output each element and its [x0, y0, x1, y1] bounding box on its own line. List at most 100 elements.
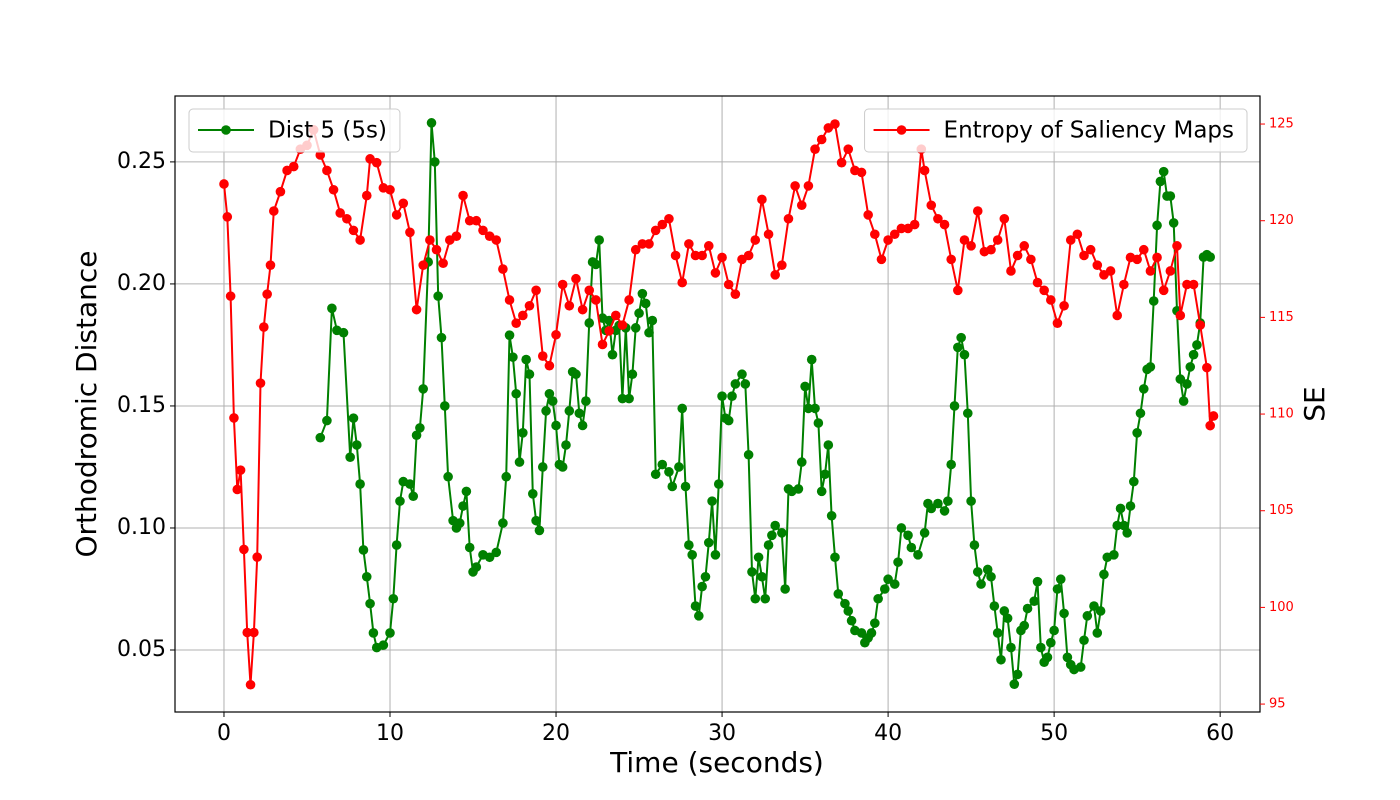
point: [637, 288, 648, 299]
point: [939, 219, 950, 230]
legend: Dist 5 (5s): [188, 108, 401, 153]
point: [524, 300, 535, 311]
point: [743, 449, 754, 460]
axes: 0 10 20 30 40 50 60 0.05 0.10 0.15 0.20 0.25 95 100 10…: [117, 117, 1294, 746]
point: [531, 285, 541, 296]
point: [232, 484, 243, 495]
point: [322, 165, 332, 176]
point: [953, 342, 963, 353]
point: [906, 542, 917, 553]
point: [703, 241, 714, 251]
point: [1138, 384, 1149, 394]
point: [1168, 218, 1179, 228]
point: [1029, 596, 1040, 606]
point: [1109, 550, 1119, 560]
point: [604, 326, 614, 336]
legend-marker: [221, 125, 231, 135]
point: [637, 239, 648, 249]
point: [1205, 420, 1215, 431]
point: [624, 295, 634, 305]
point: [242, 627, 253, 638]
point: [355, 479, 365, 489]
point: [1006, 642, 1016, 653]
point: [1155, 176, 1166, 187]
point: [491, 547, 502, 558]
point: [1052, 584, 1063, 594]
point: [411, 304, 422, 315]
point: [830, 552, 840, 563]
y-tick-label: 0.20: [117, 271, 166, 296]
point: [624, 393, 634, 404]
point: [946, 459, 956, 470]
y2-tick-label: 115: [1269, 310, 1294, 325]
point: [999, 213, 1010, 224]
y2-tick-label: 100: [1269, 600, 1294, 615]
point: [405, 479, 415, 489]
point: [933, 213, 943, 224]
point: [547, 396, 558, 406]
point: [723, 279, 734, 290]
point: [365, 598, 375, 609]
point: [684, 239, 694, 249]
point: [1145, 266, 1156, 276]
point: [856, 167, 867, 178]
point: [810, 403, 820, 414]
point: [694, 611, 704, 621]
y-tick-label: 0.25: [117, 149, 166, 174]
point: [425, 235, 435, 245]
point: [793, 484, 804, 494]
point: [810, 144, 820, 154]
point: [1079, 635, 1089, 646]
point: [986, 571, 996, 582]
point: [826, 510, 837, 521]
point: [1052, 318, 1063, 328]
point: [982, 564, 993, 575]
point: [327, 303, 337, 314]
point: [866, 628, 877, 638]
point: [418, 384, 429, 394]
point: [391, 540, 402, 550]
point: [757, 571, 767, 582]
point: [259, 322, 269, 332]
point: [796, 457, 807, 467]
point: [717, 391, 727, 401]
point: [458, 501, 468, 511]
point: [268, 206, 279, 216]
legend: Entropy of Saliency Maps: [864, 108, 1248, 153]
point: [564, 406, 575, 416]
point: [491, 235, 502, 245]
point: [361, 571, 372, 582]
point: [1036, 642, 1046, 653]
point: [1125, 501, 1136, 511]
point: [1165, 191, 1176, 201]
point: [1042, 652, 1053, 663]
point: [740, 379, 751, 389]
point: [1165, 266, 1176, 276]
point: [889, 229, 900, 240]
x-tick-label: 50: [1040, 721, 1068, 746]
point: [1065, 235, 1076, 245]
point: [919, 528, 930, 538]
point: [644, 239, 654, 249]
point: [1049, 625, 1059, 636]
point: [803, 403, 814, 414]
y2-tick-label: 110: [1269, 407, 1294, 422]
point: [1119, 279, 1129, 290]
point: [235, 465, 246, 475]
point: [926, 200, 937, 211]
point: [249, 627, 259, 638]
point: [1175, 374, 1186, 384]
point: [962, 408, 973, 419]
point: [498, 264, 508, 274]
point: [1188, 279, 1199, 290]
point: [1205, 252, 1215, 262]
y-tick-label: 0.15: [117, 393, 166, 418]
point: [265, 260, 276, 270]
point: [395, 496, 405, 506]
point: [577, 304, 588, 315]
point: [511, 388, 521, 399]
point: [458, 190, 468, 201]
point: [684, 540, 694, 550]
point: [870, 618, 880, 628]
point: [763, 540, 774, 550]
